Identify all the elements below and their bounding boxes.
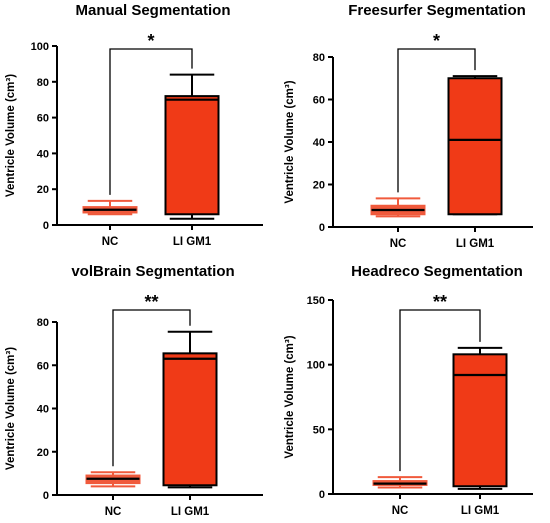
y-axis-label: Ventricle Volume (cm³) — [5, 74, 17, 197]
x-category-label: NC — [102, 236, 119, 248]
y-tick-label: 0 — [319, 489, 325, 501]
y-tick-label: 80 — [37, 317, 49, 329]
y-tick-label: 20 — [37, 184, 49, 196]
box-nc — [372, 476, 428, 489]
x-category-label: LI GM1 — [461, 505, 500, 517]
significance-bracket — [109, 48, 193, 195]
y-tick-label: 60 — [37, 113, 49, 125]
box-nc — [370, 197, 426, 218]
chart-panel-2: Freesurfer Segmentation Ventricle Volume … — [284, 2, 533, 250]
y-tick-label: 60 — [313, 95, 325, 107]
y-tick-label: 20 — [313, 180, 325, 192]
chart-panel-3: volBrain Segmentation Ventricle Volume (c… — [5, 263, 263, 518]
box-li-gm1 — [164, 73, 220, 220]
chart-title: volBrain Segmentation — [71, 263, 234, 280]
y-tick-label: 100 — [31, 41, 49, 53]
y-tick-label: 0 — [43, 490, 49, 502]
y-tick-label: 40 — [313, 137, 325, 149]
chart-panel-4: Headreco Segmentation Ventricle Volume (c… — [284, 263, 533, 517]
y-tick-label: 20 — [37, 447, 49, 459]
y-tick-label: 40 — [37, 404, 49, 416]
y-axis-label: Ventricle Volume (cm³) — [284, 335, 296, 458]
significance-label: ** — [433, 292, 447, 312]
y-tick-label: 150 — [307, 295, 325, 307]
box-li-gm1 — [447, 75, 503, 216]
significance-bracket — [112, 309, 191, 467]
chart-panel-1: Manual Segmentation Ventricle Volume (cm³… — [5, 2, 263, 248]
significance-bracket — [397, 48, 476, 193]
iqr-box — [162, 352, 218, 487]
significance-bracket — [399, 309, 481, 472]
y-axis-label: Ventricle Volume (cm³) — [284, 80, 296, 203]
x-category-label: NC — [390, 238, 407, 250]
chart-title: Manual Segmentation — [75, 2, 230, 19]
iqr-box — [164, 95, 220, 216]
y-tick-label: 0 — [319, 222, 325, 234]
x-category-label: NC — [392, 505, 409, 517]
y-tick-label: 80 — [37, 77, 49, 89]
iqr-box — [447, 77, 503, 216]
significance-label: * — [147, 31, 154, 51]
y-tick-label: 60 — [37, 360, 49, 372]
x-category-label: LI GM1 — [171, 506, 210, 518]
box-li-gm1 — [452, 346, 508, 490]
box-nc — [82, 199, 138, 216]
significance-label: ** — [144, 292, 158, 312]
x-category-label: NC — [105, 506, 122, 518]
chart-title: Headreco Segmentation — [351, 263, 523, 280]
y-tick-label: 80 — [313, 52, 325, 64]
box-nc — [85, 471, 141, 488]
box-li-gm1 — [162, 330, 218, 489]
y-tick-label: 100 — [307, 360, 325, 372]
y-tick-label: 40 — [37, 148, 49, 160]
iqr-box — [452, 353, 508, 488]
y-axis-label: Ventricle Volume (cm³) — [5, 347, 17, 470]
chart-title: Freesurfer Segmentation — [348, 2, 526, 19]
significance-label: * — [433, 31, 440, 51]
y-tick-label: 0 — [43, 220, 49, 232]
x-category-label: LI GM1 — [456, 238, 495, 250]
y-tick-label: 50 — [313, 424, 325, 436]
x-category-label: LI GM1 — [173, 236, 212, 248]
